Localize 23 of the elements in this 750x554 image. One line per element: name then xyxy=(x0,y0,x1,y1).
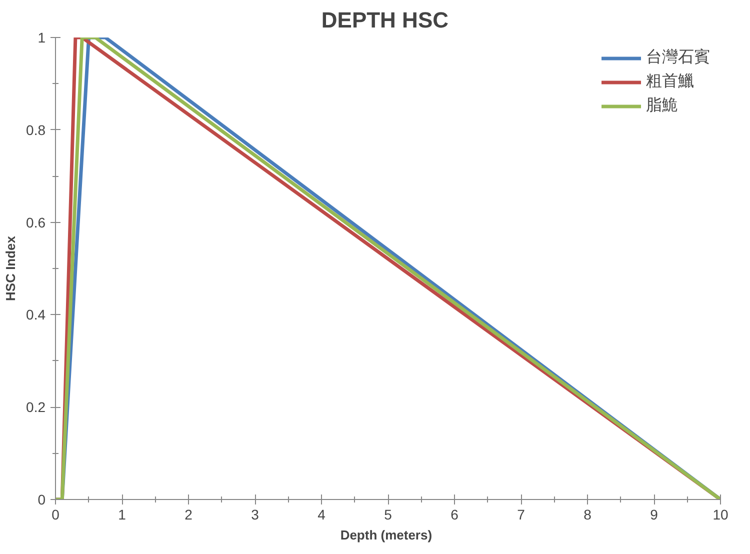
x-axis-title: Depth (meters) xyxy=(340,528,432,542)
x-tick-label: 5 xyxy=(384,506,392,522)
x-tick-label: 7 xyxy=(517,506,526,522)
legend-label: 台灣石賓 xyxy=(646,47,710,68)
y-tick-label: 0.6 xyxy=(26,214,46,230)
x-tick-label: 3 xyxy=(251,506,260,522)
x-tick-label: 6 xyxy=(450,506,459,522)
x-tick-label: 2 xyxy=(184,506,193,522)
x-tick-label: 8 xyxy=(584,506,592,522)
legend-label: 粗首鱲 xyxy=(646,71,694,92)
y-tick-label: 0.8 xyxy=(26,122,46,138)
x-tick-label: 10 xyxy=(712,506,728,522)
legend-label: 脂鮠 xyxy=(646,95,678,116)
y-tick-label: 1 xyxy=(38,30,46,46)
y-tick-label: 0 xyxy=(38,492,46,508)
y-tick-label: 0.2 xyxy=(26,399,46,416)
x-tick-label: 9 xyxy=(650,506,658,522)
x-tick-label: 0 xyxy=(52,506,60,522)
y-tick-label: 0.4 xyxy=(26,306,46,323)
x-tick-label: 4 xyxy=(318,506,326,522)
y-axis-title: HSC Index xyxy=(3,235,18,302)
chart-title: DEPTH HSC xyxy=(321,8,449,32)
x-tick-label: 1 xyxy=(118,506,126,522)
